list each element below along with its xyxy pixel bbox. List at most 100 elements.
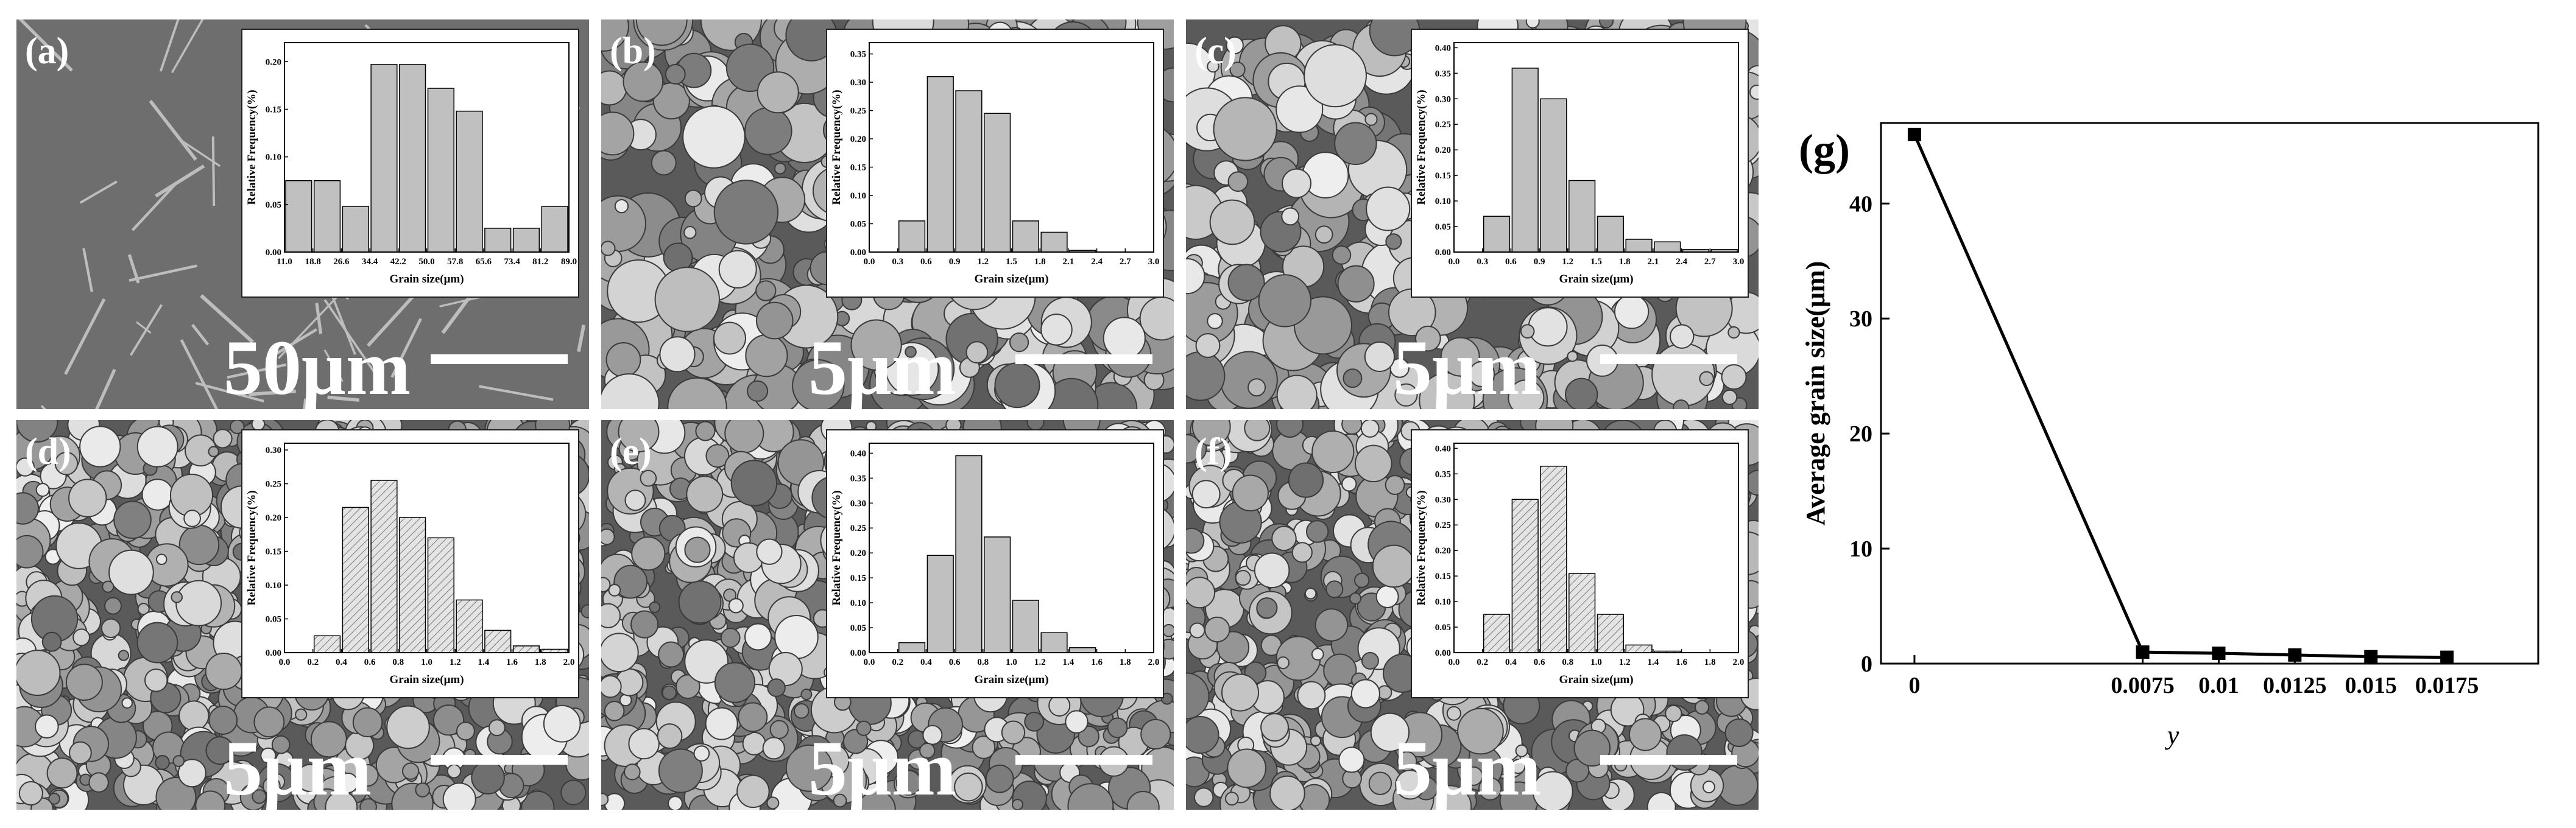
- x-tick-label: 1.8: [1704, 658, 1716, 667]
- y-tick-label: 0.05: [850, 220, 866, 230]
- grain: [1694, 700, 1710, 715]
- grain: [1254, 552, 1290, 589]
- data-point: [2440, 650, 2454, 664]
- bar: [1483, 216, 1511, 253]
- y-tick-label: 0.35: [850, 474, 866, 483]
- x-axis-label: y: [2165, 720, 2179, 750]
- panel-label: (f): [1194, 431, 1232, 472]
- x-tick-label: 89.0: [561, 257, 577, 267]
- x-tick-label: 0.0: [279, 658, 291, 667]
- panel-label: (d): [25, 431, 71, 472]
- y-tick-label: 0.15: [266, 547, 281, 557]
- grain-boundary: [248, 389, 296, 396]
- x-axis-label: Grain size(μm): [974, 273, 1048, 286]
- grain: [1305, 520, 1329, 543]
- grain: [1304, 588, 1317, 600]
- bar: [984, 113, 1011, 253]
- grain: [1440, 337, 1480, 377]
- grain: [1227, 264, 1265, 301]
- grain: [1291, 542, 1313, 563]
- data-point: [2288, 648, 2302, 662]
- grain: [895, 770, 922, 796]
- grain: [769, 720, 789, 739]
- grain: [1721, 389, 1738, 405]
- grain: [1297, 681, 1326, 710]
- grain: [1186, 434, 1202, 464]
- x-tick-label: 1.0: [421, 658, 432, 667]
- grain: [1415, 325, 1441, 352]
- data-point: [2212, 646, 2226, 660]
- grain: [1375, 584, 1399, 608]
- grain: [18, 781, 43, 806]
- grain: [1186, 715, 1219, 754]
- grain-boundary: [82, 248, 93, 292]
- y-tick-label: 0.30: [850, 499, 866, 508]
- x-tick-label: 73.4: [504, 257, 520, 267]
- x-tick-label: 1.0: [1006, 658, 1017, 667]
- x-tick-label: 0.2: [1477, 658, 1488, 667]
- x-tick-label: 1.8: [1120, 658, 1131, 667]
- grain: [1469, 360, 1495, 388]
- grain: [1207, 313, 1223, 329]
- bar: [512, 228, 540, 253]
- grain-boundary: [191, 323, 210, 346]
- grain-boundary: [180, 339, 219, 409]
- x-tick-label: 1.5: [1590, 257, 1602, 267]
- grain: [16, 650, 61, 696]
- grain: [118, 650, 130, 661]
- bar: [541, 206, 568, 253]
- inset: [1411, 429, 1749, 698]
- x-tick-label: 0.6: [1505, 257, 1517, 267]
- grain: [1024, 711, 1045, 732]
- grain: [1229, 61, 1246, 78]
- grain-boundary: [200, 294, 254, 344]
- grain: [738, 702, 768, 732]
- x-tick-label: 1.4: [1063, 658, 1075, 667]
- grain-boundary: [94, 368, 116, 409]
- y-tick-label: 0.20: [266, 57, 281, 67]
- grain: [35, 483, 50, 497]
- grain: [253, 706, 285, 738]
- grain: [1288, 462, 1324, 498]
- grain: [608, 584, 621, 597]
- grain-boundary: [171, 19, 204, 74]
- grain: [144, 668, 168, 692]
- grain: [88, 772, 109, 793]
- grain: [1226, 36, 1244, 55]
- y-tick-label: 0.00: [1435, 648, 1451, 658]
- bar: [1625, 239, 1653, 253]
- grain: [1269, 775, 1305, 810]
- x-tick-label: 2.4: [1676, 257, 1687, 267]
- x-axis-label: Grain size(μm): [974, 673, 1048, 686]
- grain-boundary: [479, 385, 554, 401]
- grain: [1614, 294, 1650, 329]
- grain: [446, 763, 462, 779]
- grain: [601, 19, 629, 52]
- grain: [684, 189, 702, 208]
- x-tick-label: 1.2: [977, 257, 989, 267]
- grain: [46, 757, 78, 789]
- y-tick-label: 0.20: [850, 135, 866, 144]
- grain: [1012, 781, 1047, 810]
- grain: [79, 426, 121, 468]
- grain: [713, 180, 779, 245]
- grain: [1247, 378, 1266, 397]
- grain: [730, 460, 778, 507]
- grain-boundary: [64, 298, 106, 375]
- grain: [1520, 324, 1535, 339]
- x-tick-label: 57.8: [447, 257, 463, 267]
- grain: [922, 724, 943, 745]
- grain: [1271, 525, 1297, 552]
- bar: [1012, 220, 1039, 253]
- grain-boundary: [159, 19, 180, 72]
- grain: [1258, 274, 1311, 328]
- grain: [1186, 258, 1205, 295]
- x-tick-label: 0.3: [892, 257, 903, 267]
- y-tick-label: 30: [1849, 306, 1872, 332]
- grain: [54, 451, 79, 475]
- bar: [285, 180, 312, 253]
- bar: [399, 517, 426, 653]
- grain: [136, 426, 178, 468]
- x-axis-label: Grain size(μm): [1559, 673, 1633, 686]
- grain: [682, 105, 746, 169]
